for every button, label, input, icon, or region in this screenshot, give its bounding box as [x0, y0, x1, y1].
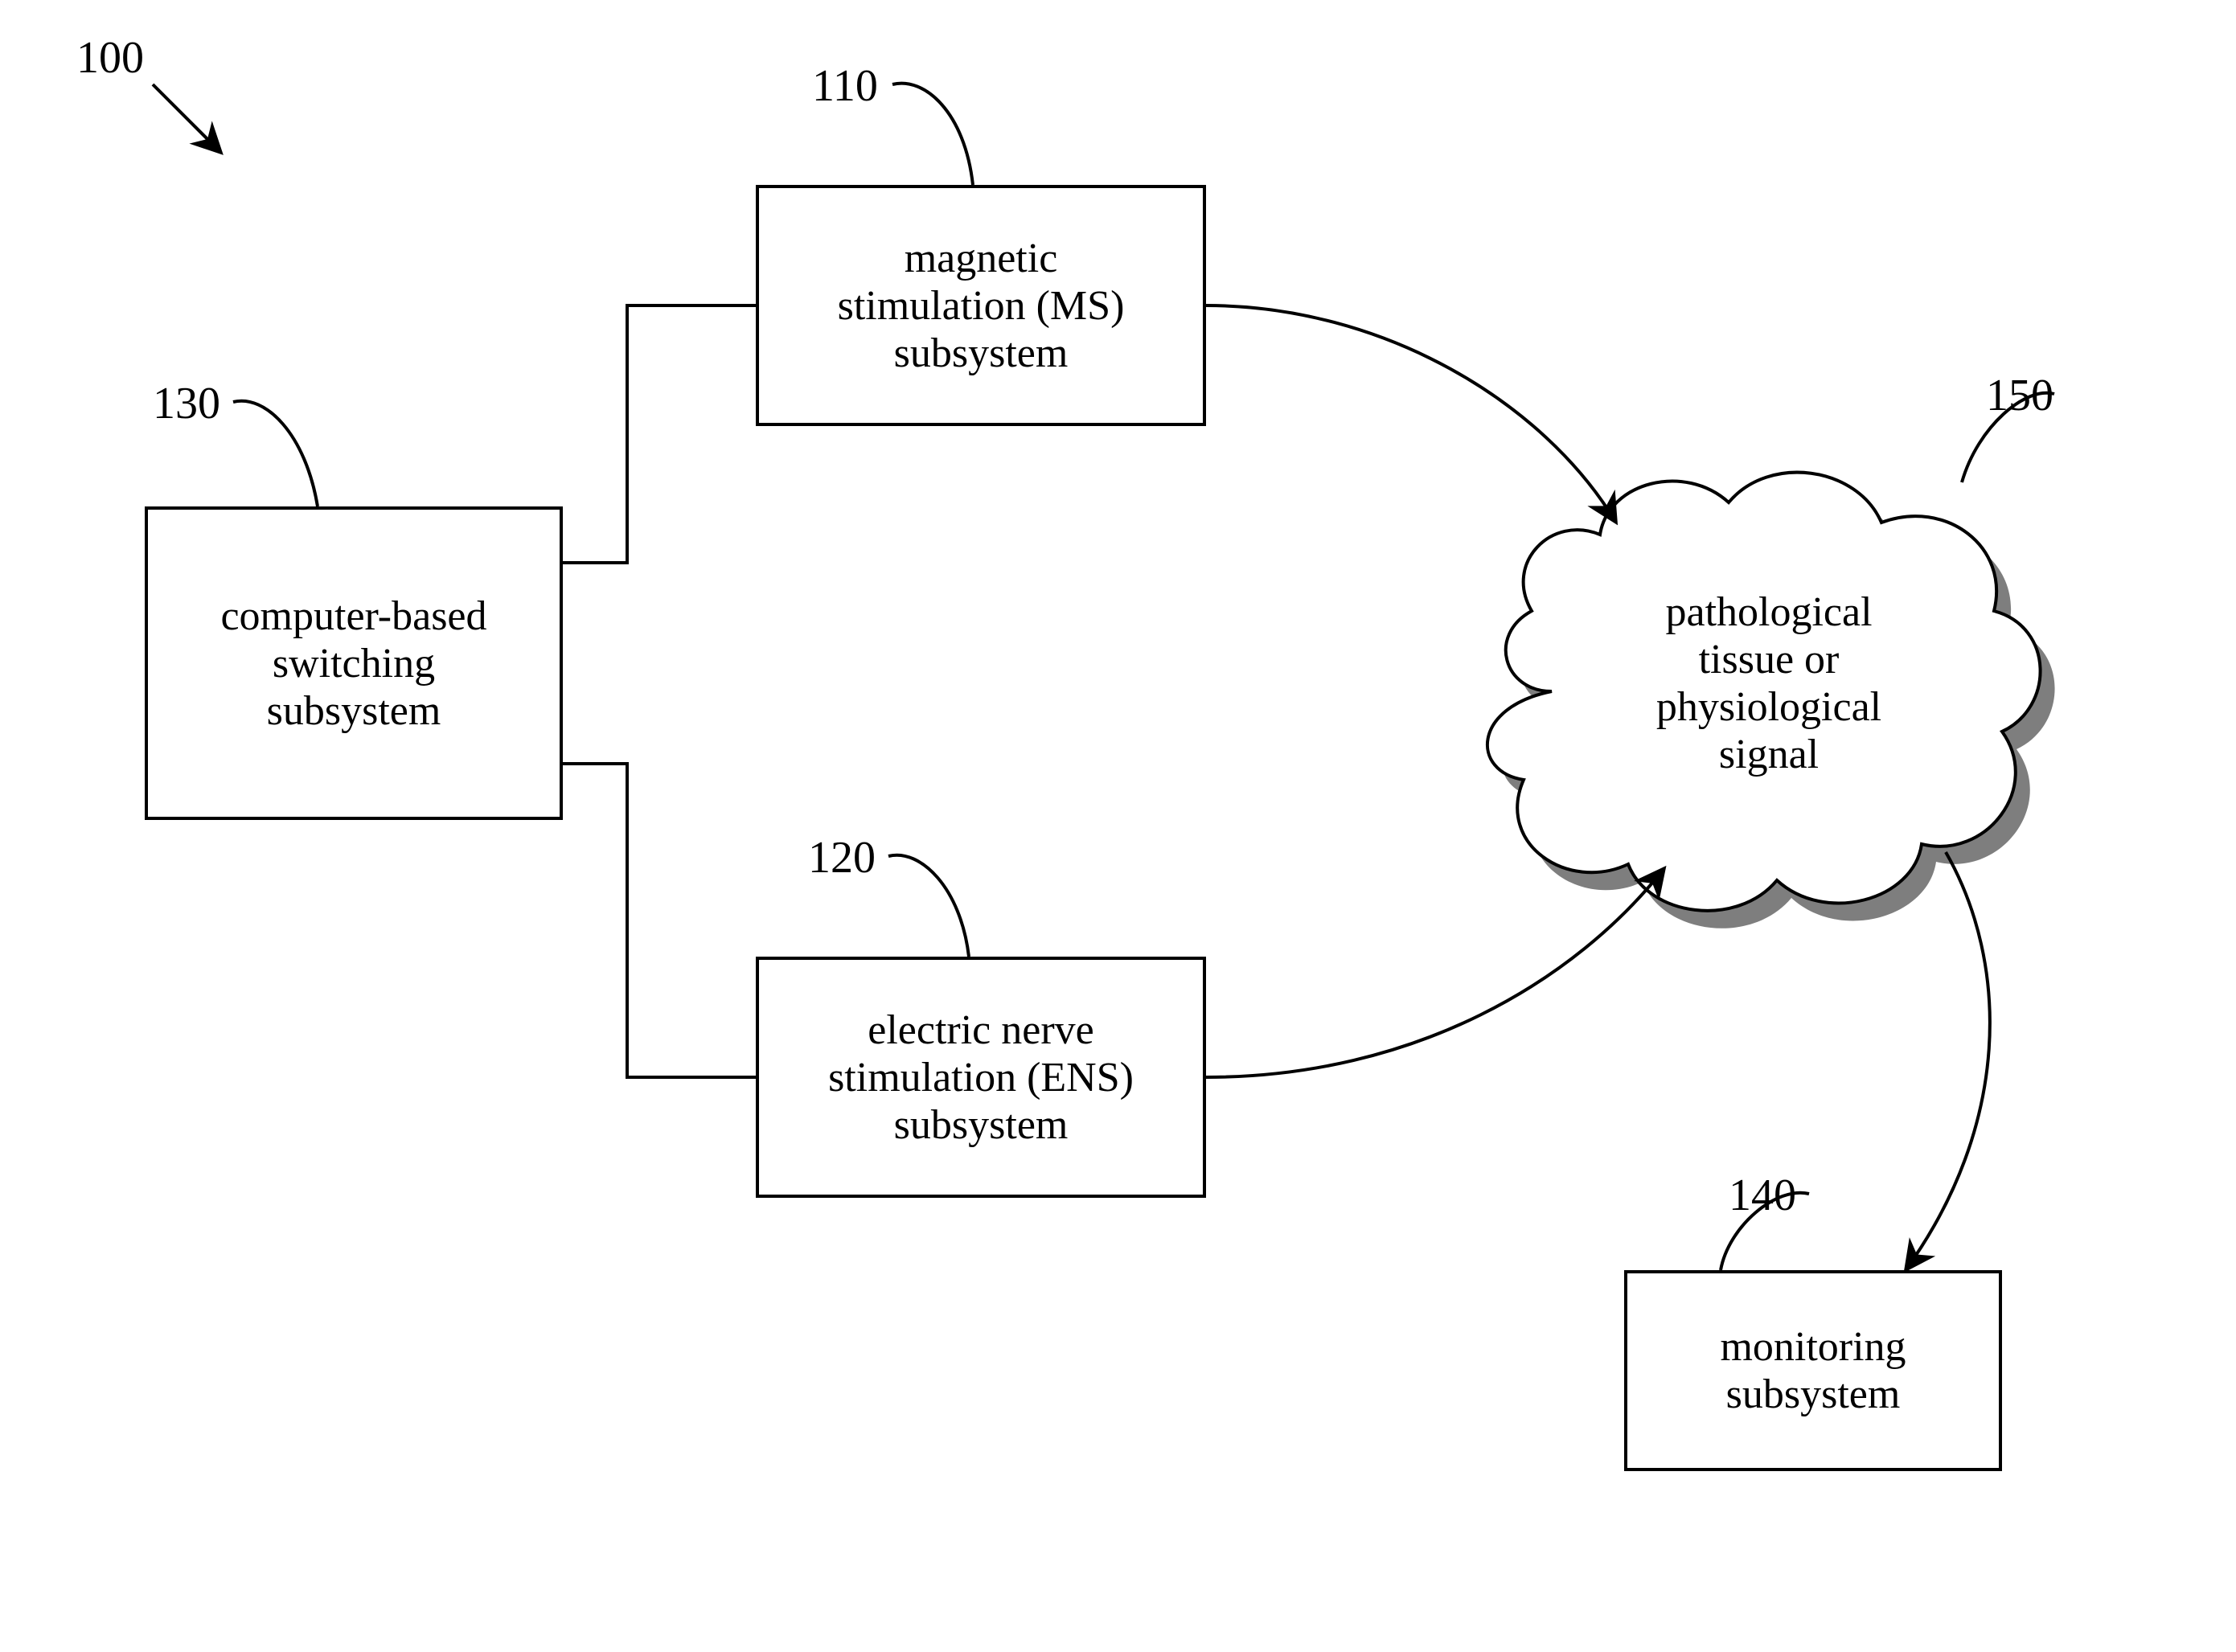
leader-lead110 [892, 84, 973, 185]
leader-lead120 [888, 855, 969, 957]
node-switching-subsystem-text: computer-based switching subsystem [220, 592, 486, 735]
ref-label-110: 110 [812, 60, 878, 112]
leader-lead130 [233, 401, 318, 506]
node-ms-subsystem-text: magnetic stimulation (MS) subsystem [838, 235, 1125, 377]
edge-switch_to_ms [563, 305, 756, 563]
diagram-canvas: 100 110 130 120 150 140 computer-based s… [0, 0, 2236, 1652]
ref-label-130: 130 [153, 378, 220, 429]
edge-switch_to_ens [563, 764, 756, 1077]
ref-label-120: 120 [808, 832, 876, 883]
node-switching-subsystem: computer-based switching subsystem [145, 506, 563, 820]
leader-lead100 [153, 84, 221, 153]
node-pathological-signal: pathological tissue or physiological sig… [1552, 523, 1986, 844]
node-ens-subsystem: electric nerve stimulation (ENS) subsyst… [756, 957, 1206, 1198]
edge-cloud_to_mon [1906, 852, 1990, 1270]
ref-label-140: 140 [1729, 1170, 1796, 1221]
edge-ens_to_cloud [1206, 868, 1664, 1077]
edge-ms_to_cloud [1206, 305, 1616, 523]
node-monitoring-subsystem-text: monitoring subsystem [1720, 1323, 1906, 1418]
node-monitoring-subsystem: monitoring subsystem [1624, 1270, 2002, 1471]
ref-label-150: 150 [1986, 370, 2053, 421]
node-pathological-signal-text: pathological tissue or physiological sig… [1656, 588, 1881, 778]
figure-number-label: 100 [76, 32, 144, 84]
node-ens-subsystem-text: electric nerve stimulation (ENS) subsyst… [828, 1006, 1134, 1149]
node-ms-subsystem: magnetic stimulation (MS) subsystem [756, 185, 1206, 426]
